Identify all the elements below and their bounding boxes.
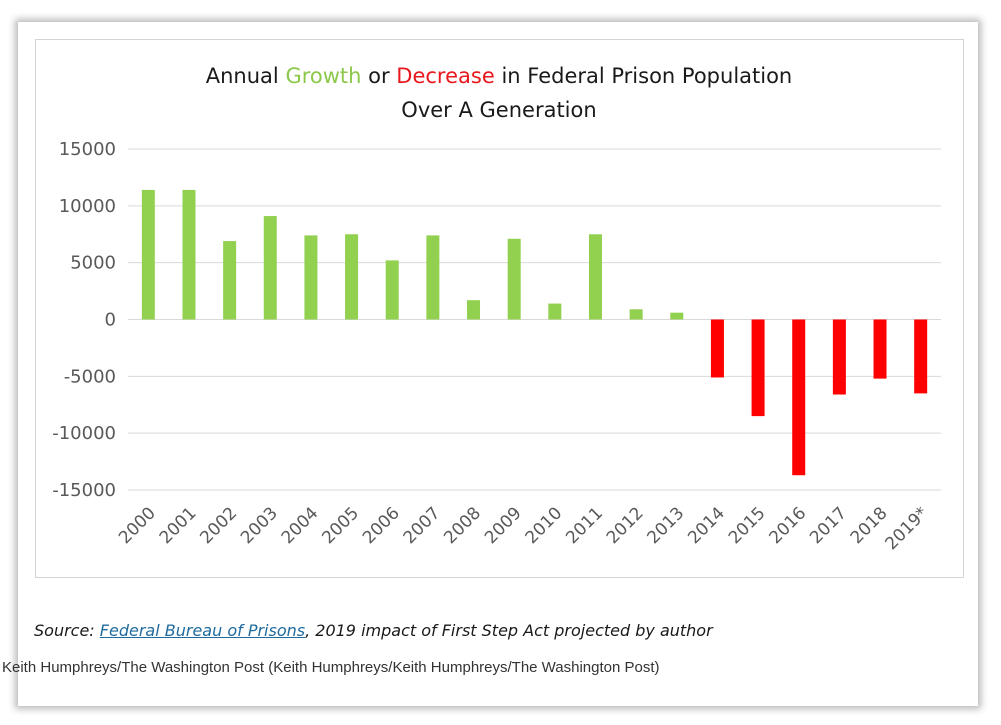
bar-2019* <box>914 319 928 394</box>
x-tick-label: 2012 <box>603 503 648 548</box>
y-tick-label: -15000 <box>52 480 116 501</box>
bar-2000 <box>141 189 155 320</box>
x-tick-label: 2019* <box>881 503 932 554</box>
title-segment-1: Growth <box>285 64 361 88</box>
gridlines <box>128 148 941 491</box>
bar-2001 <box>182 189 196 320</box>
source-suffix: , 2019 impact of First Step Act projecte… <box>305 621 713 640</box>
bar-2015 <box>751 319 765 417</box>
x-tick-label: 2015 <box>725 503 770 548</box>
y-tick-label: 0 <box>105 310 116 331</box>
y-tick-label: -5000 <box>64 366 116 387</box>
y-tick-label: 5000 <box>70 253 116 274</box>
x-tick-label: 2000 <box>115 503 160 548</box>
bar-2008 <box>467 300 481 320</box>
source-prefix: Source: <box>34 621 100 640</box>
bar-2017 <box>832 319 846 395</box>
y-axis-ticks: 15000 10000 5000 0 -5000 -10000 -15000 <box>52 139 116 501</box>
x-tick-label: 2017 <box>806 503 851 548</box>
bar-2003 <box>263 216 277 320</box>
x-tick-label: 2001 <box>156 503 201 548</box>
x-tick-label: 2016 <box>766 503 811 548</box>
x-tick-label: 2008 <box>440 503 485 548</box>
bar-2012 <box>629 309 643 320</box>
y-tick-label: 15000 <box>59 139 116 160</box>
x-tick-label: 2007 <box>400 503 445 548</box>
source-note: Source: Federal Bureau of Prisons, 2019 … <box>34 621 713 640</box>
chart-frame: Annual Growth or Decrease in Federal Pri… <box>35 39 964 578</box>
bar-2018 <box>873 319 887 379</box>
title-segment-0: Annual <box>206 64 286 88</box>
bar-2010 <box>548 303 562 320</box>
x-tick-label: 2004 <box>278 503 323 548</box>
chart-title-line1: Annual Growth or Decrease in Federal Pri… <box>206 64 793 88</box>
x-axis-ticks: 2000200120022003200420052006200720082009… <box>115 503 932 554</box>
bar-2014 <box>710 319 724 378</box>
x-tick-label: 2011 <box>562 503 607 548</box>
y-tick-label: 10000 <box>59 196 116 217</box>
bar-2011 <box>588 234 602 320</box>
y-tick-label: -10000 <box>52 423 116 444</box>
bar-2016 <box>792 319 806 476</box>
title-segment-3: Decrease <box>396 64 494 88</box>
x-tick-label: 2006 <box>359 503 404 548</box>
x-tick-label: 2005 <box>318 503 363 548</box>
x-tick-label: 2013 <box>644 503 689 548</box>
bars <box>141 189 928 476</box>
x-tick-label: 2009 <box>481 503 526 548</box>
bar-2002 <box>223 241 237 320</box>
bar-2007 <box>426 235 440 320</box>
x-tick-label: 2010 <box>522 503 567 548</box>
bar-2004 <box>304 235 318 320</box>
x-tick-label: 2014 <box>684 503 729 548</box>
source-link[interactable]: Federal Bureau of Prisons <box>99 621 306 640</box>
bar-2009 <box>507 238 521 320</box>
title-segment-2: or <box>361 64 396 88</box>
x-tick-label: 2003 <box>237 503 282 548</box>
title-segment-4: in Federal Prison Population <box>495 64 792 88</box>
chart-title-line2: Over A Generation <box>401 98 596 122</box>
bar-2013 <box>670 312 684 320</box>
x-tick-label: 2002 <box>196 503 241 548</box>
bar-chart: Annual Growth or Decrease in Federal Pri… <box>52 64 941 554</box>
photo-credit: Keith Humphreys/The Washington Post (Kei… <box>2 659 660 676</box>
figure-card: Annual Growth or Decrease in Federal Pri… <box>18 22 978 706</box>
bar-2006 <box>385 260 399 320</box>
bar-2005 <box>345 234 359 320</box>
